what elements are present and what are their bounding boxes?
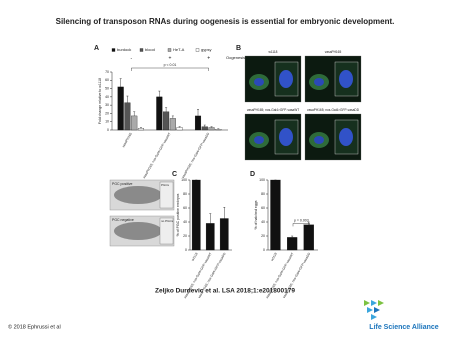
- bar: [287, 237, 298, 251]
- x-tick-label: vasaPH165; nos-Gal4>GFP-vasaDD: [181, 131, 211, 179]
- y-tick-label: 20: [261, 234, 265, 238]
- bar: [124, 102, 131, 131]
- embryo: [114, 186, 162, 204]
- y-tick-label: 40: [183, 220, 187, 224]
- y-tick-label: 80: [183, 192, 187, 196]
- y-tick-label: 40: [105, 95, 109, 99]
- image-label: vasaPH165; nos-Gal4>GFP-vasaDD: [307, 108, 360, 112]
- nucleus: [314, 78, 324, 86]
- panel-label: D: [250, 171, 255, 178]
- journal-logo: [364, 300, 384, 320]
- image-label: vasaPH165; nos-Gal4>GFP-vasaWT: [247, 108, 299, 112]
- inset: [159, 181, 174, 209]
- y-tick-label: 0: [185, 248, 187, 252]
- inset: [159, 217, 174, 245]
- y-tick-label: 100: [259, 178, 265, 182]
- bar: [201, 126, 208, 131]
- y-tick-label: 40: [261, 220, 265, 224]
- y-tick-label: 80: [261, 192, 265, 196]
- bar: [194, 115, 202, 131]
- y-tick-label: 50: [105, 86, 109, 90]
- legend-label: blood: [145, 47, 155, 52]
- image-tag: PGCs: [161, 183, 170, 187]
- slide-title: Silencing of transposon RNAs during ooge…: [56, 17, 395, 26]
- bar: [131, 115, 138, 131]
- legend-swatch: [195, 48, 200, 52]
- condition-label: Oogenesis: [226, 55, 245, 60]
- legend-swatch: [111, 48, 116, 52]
- zoom-nucleus: [339, 128, 353, 146]
- bar: [215, 129, 222, 131]
- bar: [219, 218, 229, 251]
- bar: [117, 86, 124, 131]
- significance-bracket: [292, 223, 310, 227]
- x-tick-label: vasaPH165; nos-Gal4>GFP-vasaWT: [142, 132, 172, 179]
- y-tick-label: 30: [105, 103, 109, 107]
- bar: [270, 179, 281, 251]
- condition-mark: +: [207, 55, 210, 61]
- y-tick-label: 20: [105, 111, 109, 115]
- panel-label: A: [94, 45, 99, 52]
- image-label: PGC negative: [112, 218, 134, 222]
- panel-label: B: [236, 45, 241, 52]
- panel-label: C: [172, 171, 177, 178]
- embryo: [114, 222, 162, 240]
- y-axis-label: Fold change relative to w1118: [98, 78, 102, 124]
- x-tick-label: w1118: [270, 252, 278, 262]
- bar: [205, 223, 215, 251]
- bar: [163, 111, 170, 131]
- legend-swatch: [167, 48, 172, 52]
- y-tick-label: 60: [105, 78, 109, 82]
- y-tick-label: 20: [183, 234, 187, 238]
- y-tick-label: 0: [107, 128, 109, 132]
- bar: [137, 128, 145, 131]
- nucleus: [314, 136, 324, 144]
- y-tick-label: 10: [105, 120, 109, 124]
- x-tick-label: w1118: [191, 252, 199, 262]
- image-tag: no PGCs: [161, 219, 174, 223]
- y-tick-label: 0: [263, 248, 265, 252]
- x-tick-label: vasaPH165: [121, 132, 133, 148]
- y-tick-label: 70: [105, 70, 109, 74]
- image-label: vasaPH165: [325, 50, 342, 54]
- nucleus: [254, 136, 264, 144]
- zoom-nucleus: [279, 128, 293, 146]
- image-label: PGC positive: [112, 182, 132, 186]
- condition-mark: +: [169, 55, 172, 61]
- annotation: p = 0.003: [294, 218, 309, 222]
- condition-mark: -: [130, 55, 132, 61]
- journal-name: Life Science Alliance: [369, 324, 438, 331]
- zoom-nucleus: [339, 70, 353, 88]
- bar: [208, 127, 215, 131]
- bar: [176, 127, 183, 131]
- bar: [156, 96, 163, 131]
- legend-label: burdock: [117, 47, 131, 52]
- y-axis-label: % of PGC positive embryos: [176, 193, 180, 236]
- legend-label: HeT-A: [173, 47, 185, 52]
- y-axis-label: % of hatched eggs: [254, 200, 258, 229]
- zoom-nucleus: [279, 70, 293, 88]
- bar: [169, 118, 176, 131]
- image-label: w1118: [269, 50, 278, 54]
- bar: [191, 179, 201, 251]
- y-tick-label: 100: [181, 178, 187, 182]
- copyright: © 2018 Ephrussi et al: [8, 323, 61, 330]
- significance-bracket: [131, 67, 209, 71]
- nucleus: [254, 78, 264, 86]
- legend-label: gypsy: [201, 47, 211, 52]
- y-tick-label: 60: [183, 206, 187, 210]
- annotation: p < 0.01: [164, 63, 177, 67]
- citation: Zeljko Durdevic et al. LSA 2018;1:e20180…: [155, 288, 295, 295]
- legend-swatch: [139, 48, 144, 52]
- bar: [303, 224, 314, 251]
- y-tick-label: 60: [261, 206, 265, 210]
